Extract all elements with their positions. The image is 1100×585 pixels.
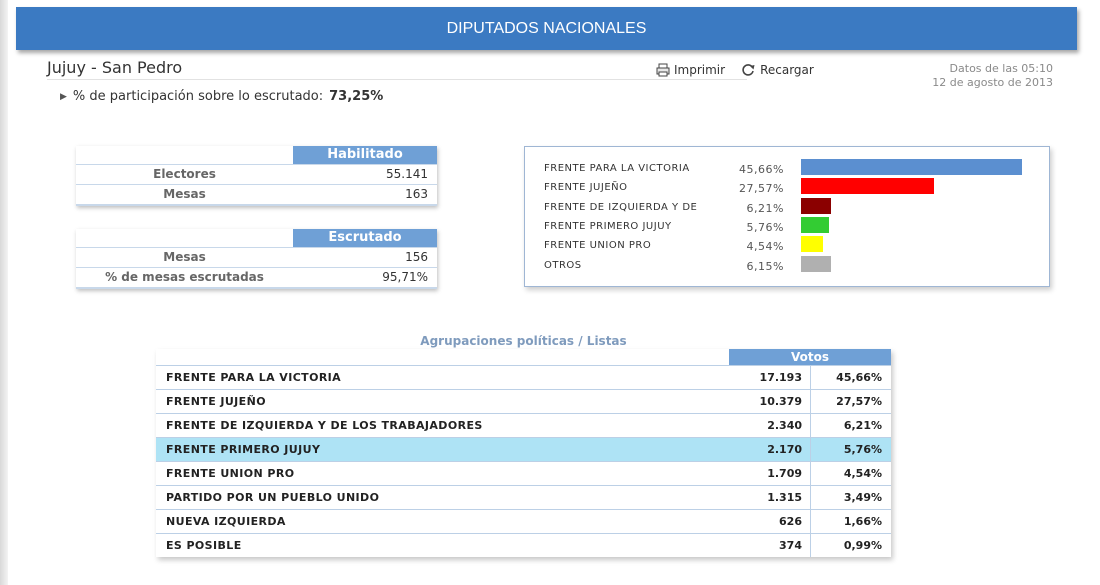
party-name: FRENTE PRIMERO JUJUY [166, 443, 321, 456]
party-name: FRENTE UNION PRO [166, 467, 295, 480]
page-header: DIPUTADOS NACIONALES [16, 7, 1077, 50]
table-row[interactable]: FRENTE JUJEÑO 10.379 27,57% [156, 389, 891, 413]
results-table-section: Agrupaciones políticas / Listas Votos FR… [156, 333, 891, 557]
chart-category-label: FRENTE JUJEÑO [544, 182, 628, 194]
chart-row: FRENTE PRIMERO JUJUY 5,76% [525, 216, 1049, 236]
escrutado-box: Escrutado Mesas 156 % de mesas escrutada… [76, 229, 437, 289]
chart-category-label: FRENTE PRIMERO JUJUY [544, 220, 672, 232]
habilitado-row: Electores 55.141 [76, 164, 437, 184]
escrutado-key: Mesas [163, 250, 206, 264]
chart-bar [801, 197, 832, 214]
party-percentage: 6,21% [810, 414, 891, 437]
chart-bar [801, 236, 823, 253]
chart-row: FRENTE PARA LA VICTORIA 45,66% [525, 159, 1049, 178]
chart-row: FRENTE DE IZQUIERDA Y DE 6,21% [525, 197, 1049, 217]
participation-value: 73,25% [329, 89, 384, 104]
votes-column-header: Votos [729, 349, 891, 365]
party-name: PARTIDO POR UN PUEBLO UNIDO [166, 491, 380, 504]
reload-icon [741, 63, 756, 77]
table-row[interactable]: FRENTE DE IZQUIERDA Y DE LOS TRABAJADORE… [156, 413, 891, 437]
chart-value-label: 5,76% [746, 220, 784, 234]
results-table: Votos FRENTE PARA LA VICTORIA 17.193 45,66… [156, 349, 891, 557]
data-time-line1: Datos de las 05:10 [949, 62, 1053, 75]
party-percentage: 3,49% [810, 486, 891, 509]
table-row[interactable]: FRENTE PRIMERO JUJUY 2.170 5,76% [156, 437, 891, 461]
chart-bar [801, 159, 1022, 175]
escrutado-key: % de mesas escrutadas [105, 270, 264, 284]
escrutado-value: 156 [405, 250, 428, 264]
page-title: DIPUTADOS NACIONALES [446, 20, 647, 37]
escrutado-row: % de mesas escrutadas 95,71% [76, 267, 437, 289]
data-timestamp: Datos de las 05:10 12 de agosto de 2013 [932, 62, 1053, 90]
page-left-strip [0, 0, 8, 585]
party-percentage: 1,66% [810, 510, 891, 533]
print-label: Imprimir [674, 63, 726, 77]
habilitado-box: Habilitado Electores 55.141 Mesas 163 [76, 146, 437, 206]
chart-row: FRENTE UNION PRO 4,54% [525, 236, 1049, 255]
chart-row: FRENTE JUJEÑO 27,57% [525, 178, 1049, 197]
party-name: NUEVA IZQUIERDA [166, 515, 286, 528]
party-name: FRENTE DE IZQUIERDA Y DE LOS TRABAJADORE… [166, 419, 483, 432]
results-bar-chart: FRENTE PARA LA VICTORIA 45,66% FRENTE JUJE… [524, 146, 1050, 287]
chart-value-label: 45,66% [739, 163, 784, 176]
table-row[interactable]: ES POSIBLE 374 0,99% [156, 533, 891, 557]
location-title: Jujuy - San Pedro [47, 58, 747, 80]
chart-value-label: 6,15% [746, 259, 784, 273]
escrutado-value: 95,71% [382, 270, 428, 284]
chart-category-label: FRENTE UNION PRO [544, 240, 652, 252]
habilitado-key: Electores [153, 167, 216, 181]
habilitado-row: Mesas 163 [76, 184, 437, 206]
party-votes: 2.340 [767, 419, 802, 432]
habilitado-key: Mesas [163, 187, 206, 201]
table-row[interactable]: NUEVA IZQUIERDA 626 1,66% [156, 509, 891, 533]
habilitado-value: 163 [405, 187, 428, 201]
printer-icon [656, 63, 670, 77]
chart-bar [801, 255, 831, 272]
party-percentage: 45,66% [810, 366, 891, 389]
chart-category-label: OTROS [544, 259, 582, 271]
party-votes: 374 [779, 539, 802, 552]
toolbar: Imprimir Recargar [656, 61, 814, 79]
party-votes: 1.709 [767, 467, 802, 480]
party-percentage: 0,99% [810, 534, 891, 557]
chart-row: OTROS 6,15% [525, 255, 1049, 275]
habilitado-header: Habilitado [293, 146, 437, 164]
party-percentage: 5,76% [810, 438, 891, 461]
chart-category-label: FRENTE PARA LA VICTORIA [544, 163, 690, 174]
party-votes: 626 [779, 515, 802, 528]
party-percentage: 4,54% [810, 462, 891, 485]
chart-category-label: FRENTE DE IZQUIERDA Y DE [544, 201, 698, 213]
chart-value-label: 6,21% [746, 201, 784, 215]
party-votes: 10.379 [759, 395, 802, 408]
results-table-title: Agrupaciones políticas / Listas [420, 334, 627, 348]
party-votes: 2.170 [767, 443, 802, 456]
triangle-bullet-icon: ▶ [60, 91, 67, 102]
chart-value-label: 4,54% [746, 240, 784, 254]
party-name: FRENTE PARA LA VICTORIA [166, 371, 342, 384]
party-percentage: 27,57% [810, 390, 891, 413]
table-row[interactable]: FRENTE PARA LA VICTORIA 17.193 45,66% [156, 365, 891, 389]
party-name: ES POSIBLE [166, 539, 242, 552]
data-time-line2: 12 de agosto de 2013 [932, 76, 1053, 89]
escrutado-header: Escrutado [293, 229, 437, 247]
chart-bar [801, 216, 829, 233]
table-row[interactable]: FRENTE UNION PRO 1.709 4,54% [156, 461, 891, 485]
participation-summary: ▶ % de participación sobre lo escrutado:… [60, 89, 383, 104]
location-label: Jujuy - San Pedro [47, 58, 183, 77]
party-votes: 17.193 [759, 371, 802, 384]
reload-button[interactable]: Recargar [741, 61, 814, 79]
reload-label: Recargar [760, 63, 814, 77]
habilitado-value: 55.141 [386, 167, 428, 181]
party-votes: 1.315 [767, 491, 802, 504]
chart-bar [801, 178, 935, 195]
escrutado-row: Mesas 156 [76, 247, 437, 267]
chart-value-label: 27,57% [739, 182, 784, 196]
participation-label: % de participación sobre lo escrutado: [72, 89, 324, 104]
party-name: FRENTE JUJEÑO [166, 395, 266, 408]
table-row[interactable]: PARTIDO POR UN PUEBLO UNIDO 1.315 3,49% [156, 485, 891, 509]
results-table-header: Votos [156, 349, 891, 365]
print-button[interactable]: Imprimir [656, 61, 725, 79]
